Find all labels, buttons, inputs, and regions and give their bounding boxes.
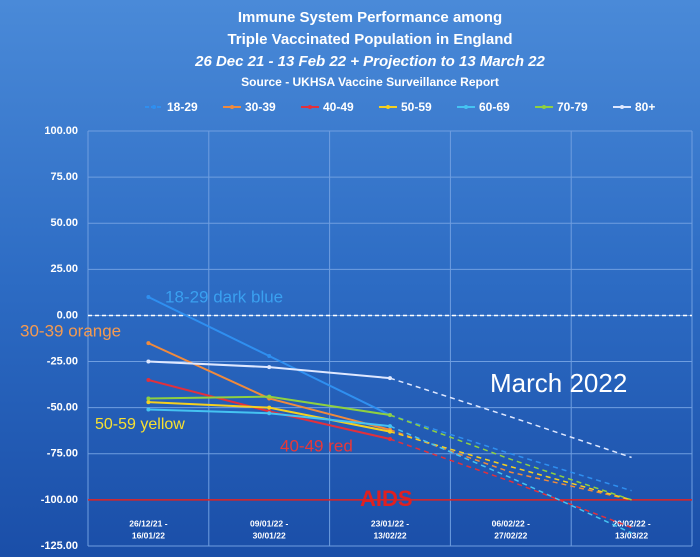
- series-marker: [146, 396, 151, 401]
- y-tick-label: -25.00: [47, 355, 78, 367]
- annotation: 40-49 red: [280, 436, 353, 455]
- legend-label: 70-79: [557, 100, 588, 114]
- y-tick-label: 25.00: [50, 263, 78, 275]
- legend-marker: [464, 105, 468, 109]
- legend-marker: [308, 105, 312, 109]
- x-tick-label: 26/12/21 -: [129, 518, 167, 528]
- series-marker: [388, 437, 392, 442]
- y-tick-label: -125.00: [41, 540, 78, 552]
- series-marker: [146, 400, 151, 405]
- y-tick-label: 0.00: [57, 309, 78, 321]
- y-tick-label: -100.00: [41, 494, 78, 506]
- projection-line: [389, 377, 632, 459]
- series-marker: [267, 365, 272, 370]
- series-marker: [146, 407, 151, 412]
- y-tick-label: 50.00: [50, 217, 78, 229]
- x-tick-label: 23/01/22 -: [371, 518, 409, 528]
- projection-line: [389, 414, 632, 492]
- series-marker: [388, 413, 392, 418]
- series-marker: [267, 411, 272, 416]
- annotation: 50-59 yellow: [95, 416, 185, 433]
- chart-title: Immune System Performance among: [238, 9, 502, 26]
- series-marker: [388, 424, 392, 429]
- chart-title: Triple Vaccinated Population in England: [227, 31, 512, 48]
- annotation: 18-29 dark blue: [165, 287, 283, 306]
- chart-subtitle: 26 Dec 21 - 13 Feb 22 + Projection to 13…: [194, 53, 545, 70]
- legend-label: 40-49: [323, 100, 354, 114]
- series-marker: [146, 359, 151, 364]
- projection-line: [389, 414, 632, 501]
- legend-marker: [386, 105, 390, 109]
- legend-label: 18-29: [167, 100, 198, 114]
- legend-label: 30-39: [245, 100, 276, 114]
- legend-marker: [230, 105, 234, 109]
- chart-source: Source - UKHSA Vaccine Surveillance Repo…: [241, 75, 499, 89]
- y-tick-label: -50.00: [47, 402, 78, 414]
- legend-label: 80+: [635, 100, 655, 114]
- legend-marker: [620, 105, 624, 109]
- legend-marker: [542, 105, 546, 109]
- series-marker: [388, 376, 392, 381]
- series-marker: [388, 429, 392, 434]
- x-tick-label: 30/01/22: [253, 530, 286, 540]
- x-tick-label: 16/01/22: [132, 530, 165, 540]
- series-marker: [267, 354, 272, 359]
- x-tick-label: 27/02/22: [494, 530, 527, 540]
- series-marker: [146, 341, 151, 346]
- x-tick-label: 06/02/22 -: [492, 518, 530, 528]
- series-marker: [146, 378, 151, 382]
- x-tick-label: 09/01/22 -: [250, 518, 288, 528]
- legend-label: 50-59: [401, 100, 432, 114]
- legend-label: 60-69: [479, 100, 510, 114]
- x-tick-label: 13/03/22: [615, 530, 648, 540]
- projection-line: [389, 429, 632, 501]
- annotation: March 2022: [490, 368, 627, 398]
- y-tick-label: 100.00: [44, 125, 78, 137]
- y-tick-label: 75.00: [50, 171, 78, 183]
- series-marker: [267, 405, 272, 410]
- y-tick-label: -75.00: [47, 448, 78, 460]
- x-tick-label: 13/02/22: [373, 530, 406, 540]
- projection-line: [389, 438, 632, 529]
- x-tick-label: 20/02/22 -: [612, 518, 650, 528]
- annotation: 30-39 orange: [20, 321, 121, 340]
- series-marker: [267, 394, 272, 399]
- annotation: AIDS: [360, 486, 413, 511]
- series-marker: [146, 295, 151, 299]
- legend-marker: [152, 105, 156, 109]
- projection-line: [389, 430, 632, 501]
- projection-line: [389, 425, 632, 534]
